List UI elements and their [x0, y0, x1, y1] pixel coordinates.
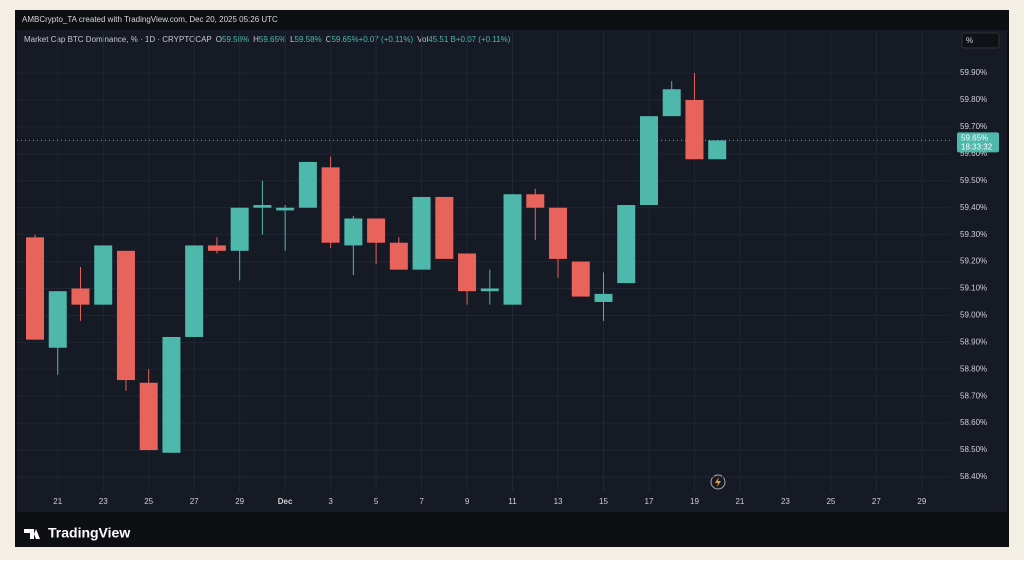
candle-body	[71, 288, 90, 305]
legend-key: Vol	[417, 35, 428, 44]
x-tick-label: 21	[53, 497, 62, 506]
x-tick-label: 27	[872, 497, 881, 506]
candle-body	[276, 207, 295, 211]
candle-body	[389, 242, 408, 270]
x-tick-label: 29	[917, 497, 926, 506]
alert-bolt	[715, 477, 721, 487]
legend-key: L	[290, 35, 295, 44]
y-tick-label: 59.40%	[960, 203, 987, 212]
candle-body	[708, 140, 727, 160]
candle-body	[549, 207, 568, 259]
candle-body	[48, 291, 67, 348]
x-tick-label: 17	[645, 497, 654, 506]
y-tick-label: 59.90%	[960, 68, 987, 77]
y-tick-label: 59.70%	[960, 122, 987, 131]
candle-body	[480, 288, 499, 292]
candle-body	[435, 196, 454, 259]
scale-button[interactable]	[961, 32, 1000, 49]
y-tick-label: 58.70%	[960, 391, 987, 400]
x-tick-label: 15	[599, 497, 608, 506]
brand-logo	[24, 529, 40, 539]
x-tick-label: 5	[374, 497, 379, 506]
x-tick-label: 11	[508, 497, 517, 506]
y-tick-label: 58.80%	[960, 364, 987, 373]
legend-value: 45.51 B	[428, 35, 456, 44]
y-tick-label: 59.80%	[960, 95, 987, 104]
candle-body	[503, 194, 522, 305]
candle-body	[139, 382, 158, 451]
candle-body	[162, 336, 181, 453]
price-tag-label: 59.65%	[961, 134, 988, 143]
x-tick-label: 13	[554, 497, 563, 506]
price-tag	[957, 132, 999, 153]
y-tick-label: 59.20%	[960, 257, 987, 266]
x-tick-label: 27	[190, 497, 199, 506]
brand: TradingView	[48, 525, 130, 541]
x-tick-label: 23	[781, 497, 790, 506]
scale-button-label[interactable]: %	[966, 36, 973, 45]
symbol: Market Cap BTC Dominance, % · 1D · CRYPT…	[24, 35, 212, 44]
x-tick-label: Dec	[278, 497, 293, 506]
candle-body	[367, 218, 386, 243]
candle-body	[685, 100, 704, 160]
candle-body	[412, 196, 431, 270]
candle-body	[26, 237, 44, 340]
candle-body	[94, 245, 113, 305]
candle-body	[207, 245, 226, 251]
y-tick-label: 58.90%	[960, 337, 987, 346]
y-tick-label: 58.40%	[960, 472, 987, 481]
x-tick-label: 3	[328, 497, 333, 506]
candle-body	[185, 245, 204, 337]
legend-value: 59.65%	[331, 35, 358, 44]
y-tick-label: 59.30%	[960, 230, 987, 239]
candle-body	[594, 293, 613, 302]
legend: Market Cap BTC Dominance, % · 1D · CRYPT…	[24, 35, 511, 44]
candle-body	[617, 205, 636, 284]
y-tick-label: 59.60%	[960, 149, 987, 158]
y-tick-label: 58.60%	[960, 418, 987, 427]
y-tick-label: 58.50%	[960, 445, 987, 454]
candle-body	[298, 161, 317, 208]
candle-body	[526, 194, 545, 208]
x-tick-label: 9	[465, 497, 470, 506]
attribution: AMBCrypto_TA created with TradingView.co…	[22, 15, 278, 24]
legend-value: +0.07 (+0.11%)	[359, 35, 414, 44]
legend-value: 59.58%	[222, 35, 249, 44]
candle-body	[253, 205, 272, 208]
y-tick-label: 59.50%	[960, 176, 987, 185]
x-tick-label: 7	[419, 497, 424, 506]
y-tick-label: 59.10%	[960, 284, 987, 293]
x-tick-label: 25	[144, 497, 153, 506]
candle-body	[230, 207, 249, 251]
legend-key: C	[326, 35, 332, 44]
candle-body	[571, 261, 590, 297]
legend-key: O	[216, 35, 222, 44]
candle-body	[662, 89, 681, 117]
legend-value: +0.07 (+0.11%)	[456, 35, 511, 44]
candle-body	[458, 253, 477, 292]
x-tick-label: 25	[826, 497, 835, 506]
candle-body	[639, 116, 658, 206]
candle-body	[344, 218, 363, 246]
candle-body	[321, 167, 340, 243]
y-tick-label: 59.00%	[960, 311, 987, 320]
candle-body	[116, 250, 135, 381]
legend-value: 59.58%	[295, 35, 322, 44]
x-tick-label: 23	[99, 497, 108, 506]
legend-key: H	[253, 35, 259, 44]
legend-value: 59.65%	[259, 35, 286, 44]
alert-icon[interactable]	[710, 474, 726, 490]
price-tag-countdown: 18:33:32	[961, 143, 993, 152]
x-tick-label: 21	[735, 497, 744, 506]
x-tick-label: 29	[235, 497, 244, 506]
x-tick-label: 19	[690, 497, 699, 506]
